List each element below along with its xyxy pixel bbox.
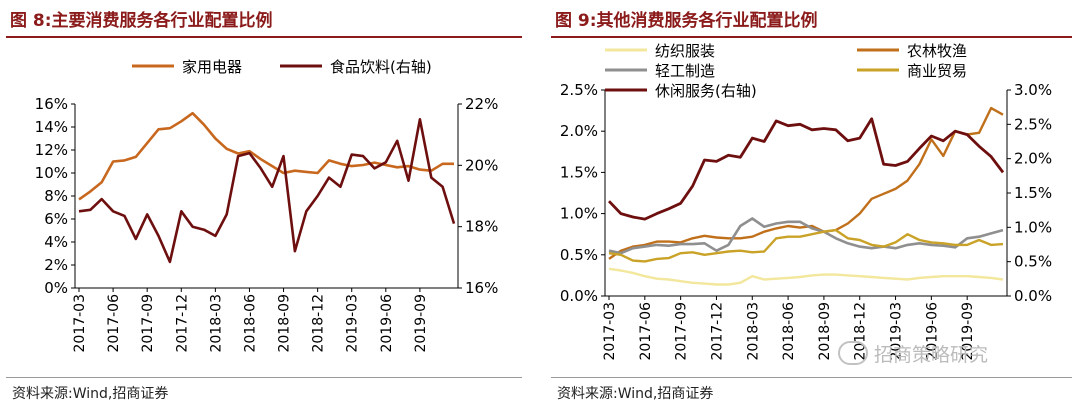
- watermark-text: 招商策略研究: [874, 344, 989, 366]
- right-axis-tick-label: 2.0%: [1014, 150, 1052, 168]
- figure-8-panel: 图 8:主要消费服务各行业配置比例 0% 2% 4% 6% 8% 10% 12% 14% 16%…: [0, 0, 530, 408]
- right-axis-tick-label: 18%: [465, 218, 498, 236]
- series-line-3: [608, 217, 1004, 255]
- source-divider: [551, 377, 1072, 378]
- watermark: 招商策略研究: [838, 340, 988, 367]
- figure-9-source: 资料来源:Wind,招商证券: [557, 386, 714, 402]
- left-axis-tick-label: 0.5%: [560, 246, 598, 264]
- x-axis-tick-label: 2018-03: [745, 302, 761, 361]
- x-axis-tick-label: 2019-09: [960, 302, 976, 361]
- right-axis-tick-label: 0.0%: [1014, 287, 1052, 305]
- series-line-5: [607, 117, 1005, 221]
- legend-label: 食品饮料(右轴): [330, 58, 432, 76]
- left-axis-tick-label: 0%: [44, 279, 68, 297]
- left-axis-tick-label: 1.0%: [560, 205, 598, 223]
- figure-9-panel: 图 9:其他消费服务各行业配置比例 0.0% 0.5% 1.0% 1.5% 2.0% 2.…: [545, 0, 1080, 408]
- series-line-2: [78, 118, 456, 264]
- x-axis-tick-label: 2018-03: [208, 294, 224, 353]
- right-axis-tick-label: 1.0%: [1014, 218, 1052, 236]
- x-axis-tick-label: 2017-09: [140, 294, 156, 353]
- right-axis-tick-label: 3.0%: [1014, 81, 1052, 99]
- left-axis-tick-label: 10%: [35, 164, 68, 182]
- legend-label: 休闲服务(右轴): [655, 82, 757, 100]
- x-axis-tick-label: 2018-09: [817, 302, 833, 361]
- left-axis-tick-label: 2.5%: [560, 81, 598, 99]
- x-axis-tick-label: 2017-12: [174, 294, 190, 353]
- legend-label: 农林牧渔: [907, 42, 967, 60]
- x-axis-tick-label: 2019-09: [413, 294, 429, 353]
- wechat-icon: [838, 341, 868, 365]
- right-axis-tick-label: 20%: [465, 156, 498, 174]
- x-axis-tick-label: 2018-09: [277, 294, 293, 353]
- left-axis-tick-label: 6%: [44, 210, 68, 228]
- left-axis-tick-label: 1.5%: [560, 163, 598, 181]
- x-axis-tick-label: 2019-06: [924, 302, 940, 361]
- x-axis-tick-label: 2019-03: [889, 302, 905, 361]
- series-line-1: [608, 267, 1004, 286]
- series-line-4: [608, 228, 1004, 263]
- series-line-1: [78, 111, 454, 201]
- x-axis-tick-label: 2017-12: [709, 302, 725, 361]
- left-axis-tick-label: 4%: [44, 233, 68, 251]
- left-axis-tick-label: 16%: [35, 95, 68, 113]
- right-axis-tick-label: 0.5%: [1014, 253, 1052, 271]
- figure-9-title: 图 9:其他消费服务各行业配置比例: [555, 11, 818, 31]
- left-axis-tick-label: 14%: [35, 118, 68, 136]
- left-axis-tick-label: 12%: [35, 141, 68, 159]
- left-axis-tick-label: 2%: [44, 256, 68, 274]
- source-divider: [6, 377, 522, 378]
- x-axis-tick-label: 2018-12: [311, 294, 327, 353]
- right-axis-tick-label: 2.5%: [1014, 115, 1052, 133]
- legend-label: 纺织服装: [655, 42, 715, 60]
- x-axis-tick-label: 2017-09: [674, 302, 690, 361]
- x-axis-tick-label: 2018-06: [781, 302, 797, 361]
- figure-8-source: 资料来源:Wind,招商证券: [12, 386, 169, 402]
- figure-8-title: 图 8:主要消费服务各行业配置比例: [10, 11, 273, 31]
- title-divider: [6, 36, 522, 38]
- left-axis-tick-label: 0.0%: [560, 287, 598, 305]
- right-axis-tick-label: 16%: [465, 279, 498, 297]
- right-axis-tick-label: 22%: [465, 95, 498, 113]
- figure-9-chart: 0.0% 0.5% 1.0% 1.5% 2.0% 2.5% 0.0% 0.5% 1.0% 1.5%…: [560, 42, 1052, 361]
- x-axis-tick-label: 2019-06: [379, 294, 395, 353]
- x-axis-tick-label: 2018-06: [242, 294, 258, 353]
- figure-8-chart: 0% 2% 4% 6% 8% 10% 12% 14% 16% 16% 18% 20% 22% 2017-0…: [35, 58, 499, 353]
- legend-label: 商业贸易: [907, 62, 967, 80]
- left-axis-tick-label: 2.0%: [560, 122, 598, 140]
- left-axis-tick-label: 8%: [44, 187, 68, 205]
- x-axis-tick-label: 2017-03: [72, 294, 88, 353]
- title-divider: [551, 36, 1072, 38]
- legend-label: 轻工制造: [655, 62, 715, 80]
- x-axis-tick-label: 2017-03: [602, 302, 618, 361]
- x-axis-tick-label: 2017-06: [638, 302, 654, 361]
- x-axis-tick-label: 2019-03: [345, 294, 361, 353]
- right-axis-tick-label: 1.5%: [1014, 184, 1052, 202]
- legend-label: 家用电器: [182, 58, 242, 76]
- series-line-2: [608, 106, 1004, 260]
- x-axis-tick-label: 2017-06: [106, 294, 122, 353]
